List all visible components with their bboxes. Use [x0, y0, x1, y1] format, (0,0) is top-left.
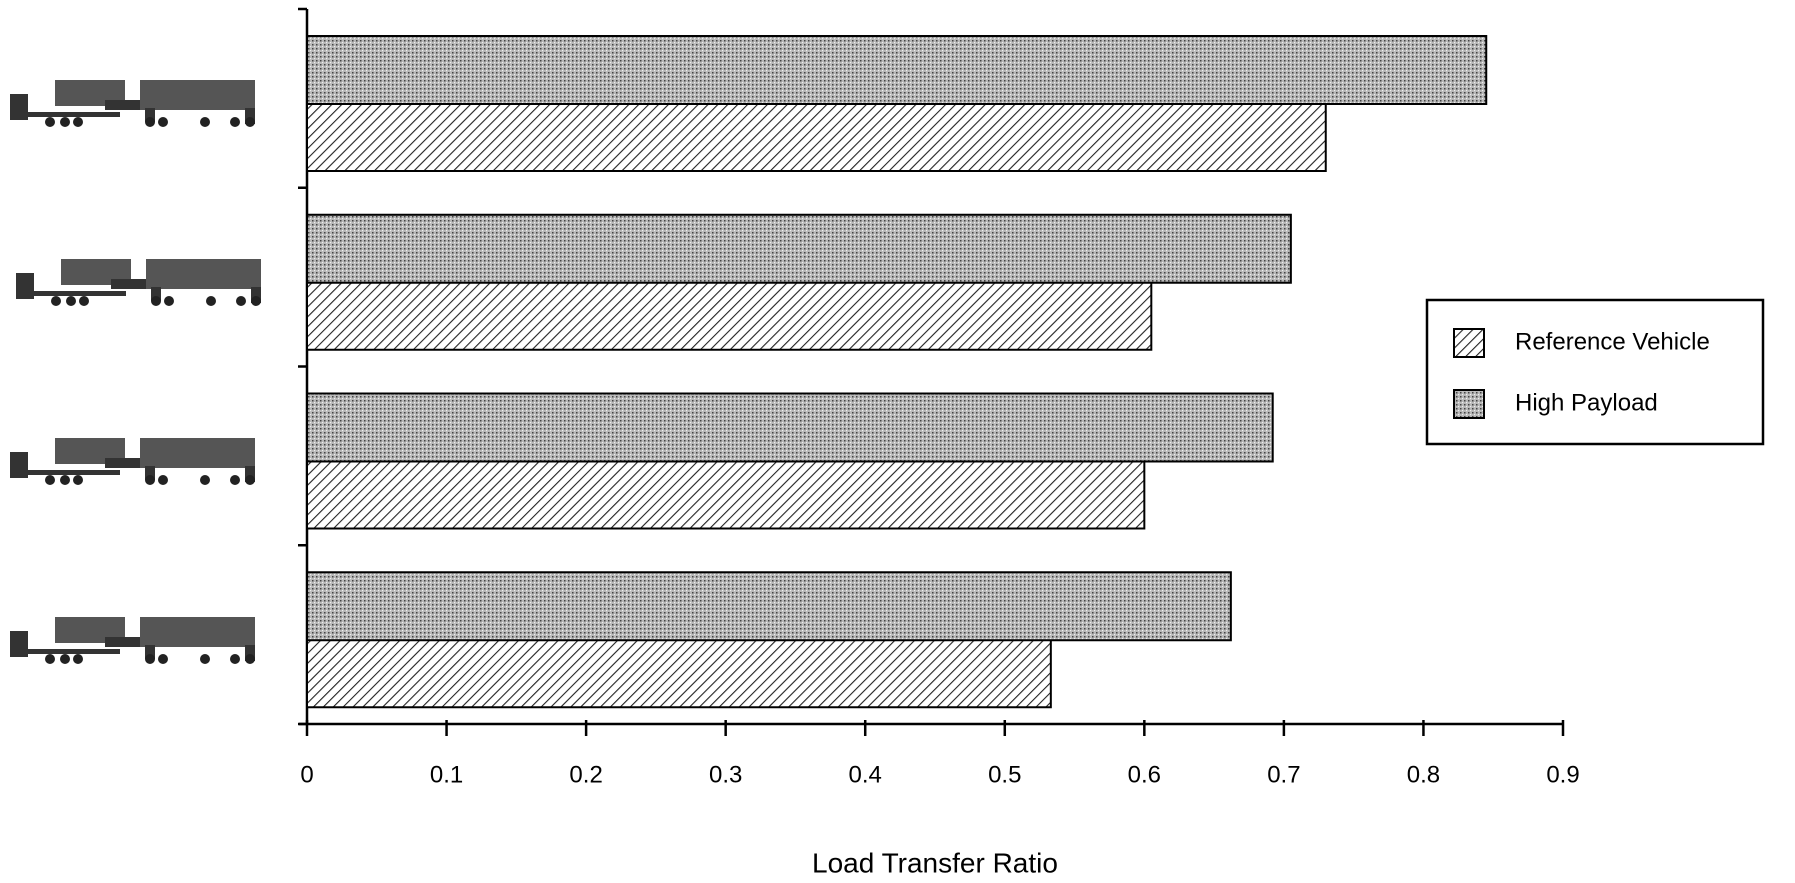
legend-swatch: [1453, 389, 1485, 419]
bar: [306, 459, 1146, 530]
x-tick-label: 0.6: [1128, 761, 1161, 788]
x-tick-label: 0.3: [709, 761, 742, 788]
bar: [306, 213, 1292, 284]
bar: [306, 102, 1327, 172]
x-tick-label: 0.4: [849, 761, 882, 788]
x-tick-label: 0: [300, 761, 313, 788]
truck-icon: [10, 617, 255, 664]
x-tick-label: 0.8: [1407, 761, 1440, 788]
x-tick-label: 0.5: [988, 761, 1021, 788]
legend-swatch: [1453, 328, 1485, 358]
truck-icon: [10, 438, 255, 485]
truck-icon: [16, 259, 261, 306]
legend-label: High Payload: [1515, 389, 1658, 416]
x-tick-label: 0.9: [1546, 761, 1579, 788]
bar: [306, 638, 1052, 709]
legend-box: [1425, 298, 1765, 446]
bar: [306, 392, 1274, 463]
x-tick-label: 0.1: [430, 761, 463, 788]
x-axis-label: Load Transfer Ratio: [812, 847, 1058, 878]
bar: [306, 571, 1232, 642]
bar: [306, 280, 1153, 351]
bar: [306, 35, 1488, 105]
truck-icon: [10, 80, 255, 127]
x-tick-label: 0.7: [1267, 761, 1300, 788]
x-tick-label: 0.2: [569, 761, 602, 788]
legend-label: Reference Vehicle: [1515, 328, 1710, 355]
